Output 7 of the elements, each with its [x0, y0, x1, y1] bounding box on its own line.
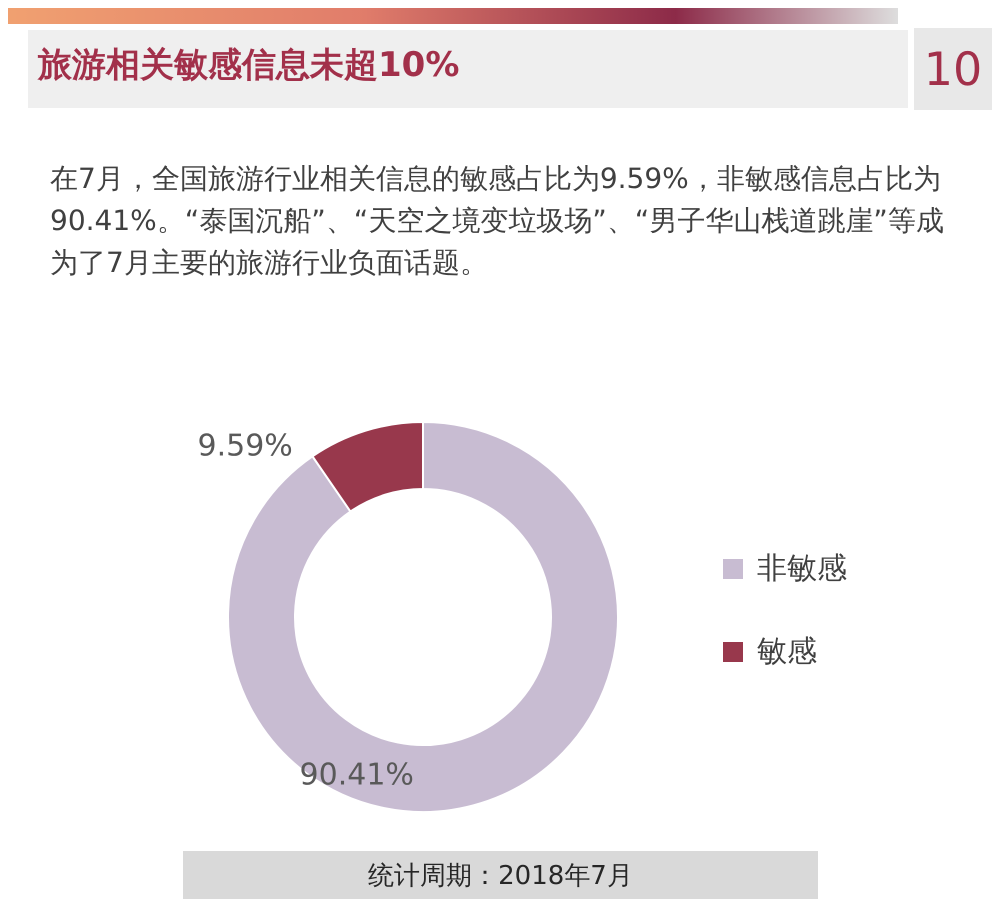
- chart-subtitle: 在7月，全国旅游行业相关信息的敏感占比为9.59%，非敏感信息占比为90.41%。“泰国沉船”、“天空之境变垃圾场”、“男子华山栈道跳崖”等成为了7月主要的旅游行业负面话题。: [50, 161, 945, 281]
- text: 统计周期：2018年7月: [183, 851, 818, 899]
- text: 10: [914, 28, 992, 110]
- data-label: 9.59%: [198, 428, 293, 464]
- chart-title: 旅游相关敏感信息未超10%: [38, 44, 460, 87]
- legend-label: 非敏感: [756, 550, 847, 588]
- legend-label: 敏感: [756, 633, 818, 671]
